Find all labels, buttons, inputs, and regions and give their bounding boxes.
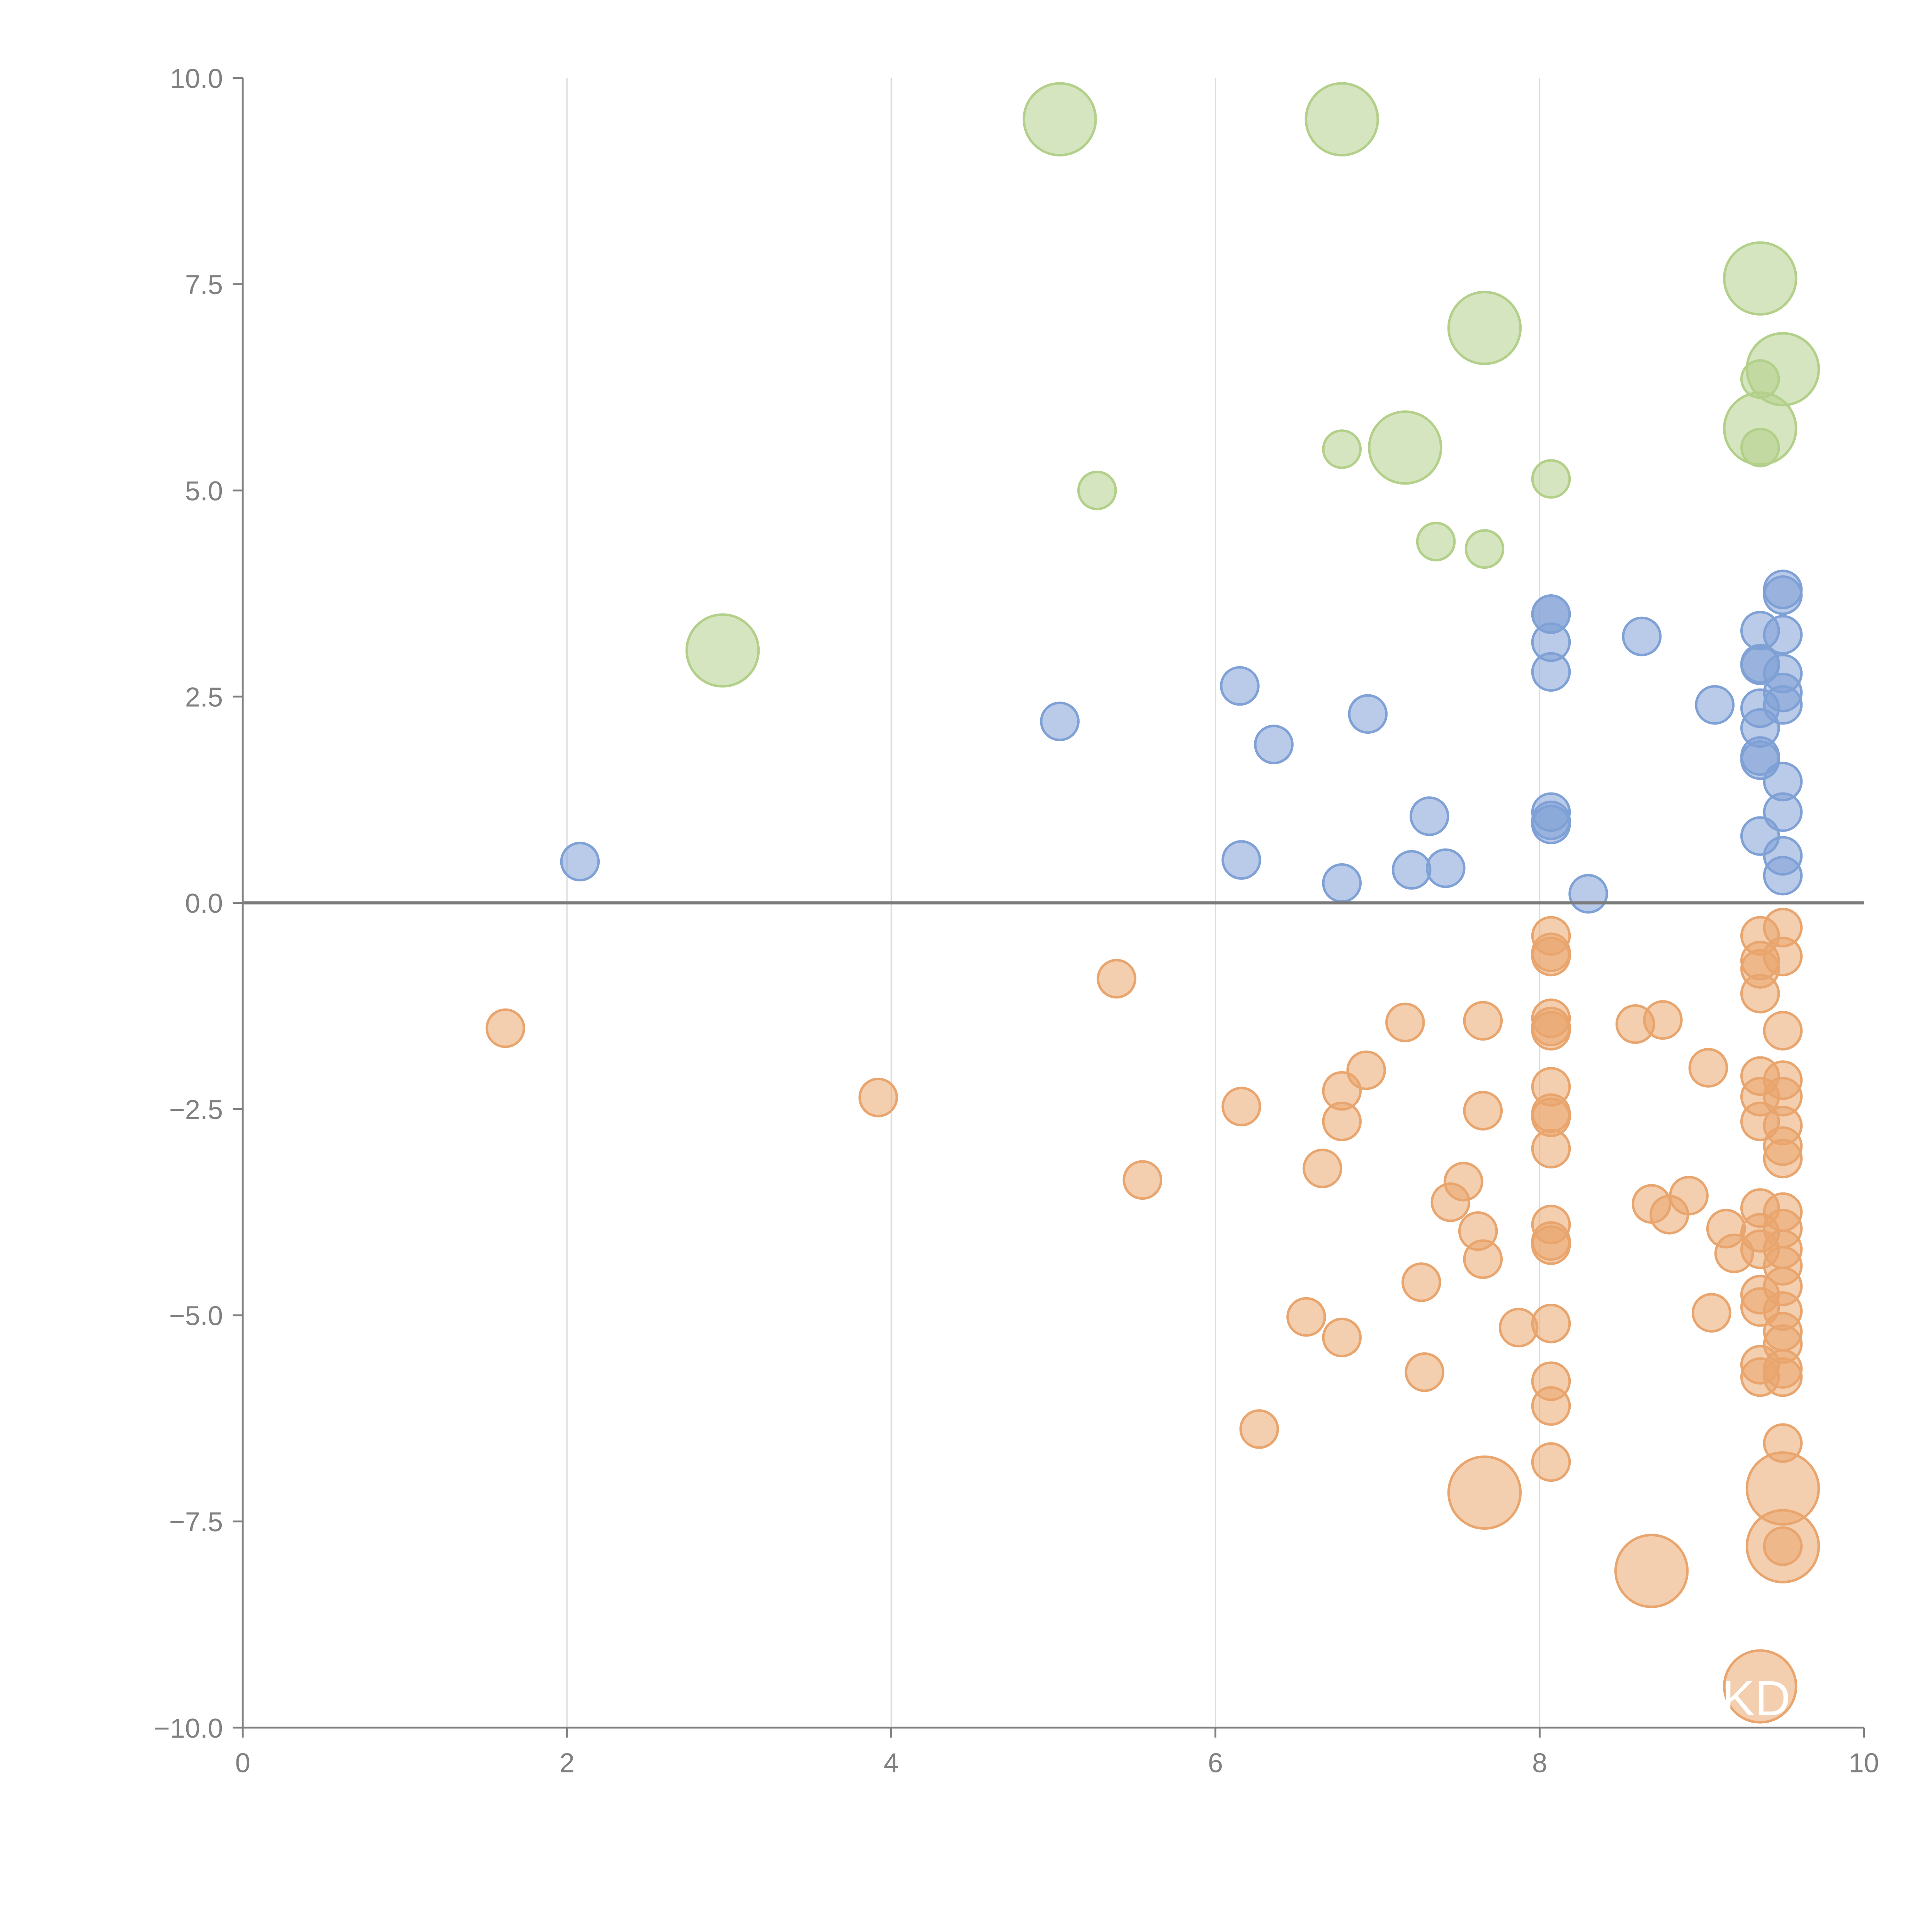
data-point-blue xyxy=(1763,575,1803,615)
data-point-orange xyxy=(1322,1318,1362,1357)
data-point-blue xyxy=(1425,848,1466,888)
data-point-green xyxy=(1531,459,1571,499)
data-point-blue xyxy=(1763,615,1803,655)
data-point-orange xyxy=(1221,1087,1261,1127)
series-blue xyxy=(560,570,1803,914)
data-point-blue xyxy=(1695,685,1735,725)
data-point-blue xyxy=(1348,694,1388,734)
y-tick-label: −2.5 xyxy=(169,1094,223,1125)
x-tick-label: 0 xyxy=(235,1748,250,1778)
data-point-green xyxy=(1740,427,1780,468)
data-point-green xyxy=(1322,429,1362,469)
data-point-orange xyxy=(1531,1386,1571,1426)
data-point-blue xyxy=(1568,874,1608,914)
data-point-orange xyxy=(1723,1649,1798,1724)
data-point-orange xyxy=(1097,959,1136,999)
data-point-orange xyxy=(1763,1526,1803,1566)
data-point-orange xyxy=(1643,1000,1683,1040)
data-point-blue xyxy=(1391,850,1432,890)
data-point-blue xyxy=(1763,792,1803,832)
data-point-orange xyxy=(1614,1534,1689,1608)
data-point-orange xyxy=(1688,1048,1728,1088)
data-point-blue xyxy=(1322,863,1362,903)
data-point-orange xyxy=(1286,1297,1326,1337)
data-point-orange xyxy=(1239,1409,1279,1449)
data-point-green xyxy=(1740,359,1780,399)
data-point-green xyxy=(1368,410,1442,485)
x-tick-label: 10 xyxy=(1849,1748,1879,1778)
data-point-green xyxy=(1416,522,1456,561)
data-point-orange xyxy=(1531,937,1571,976)
x-axis-ticks: 0 2 4 6 8 10 xyxy=(235,1728,1879,1778)
x-tick-label: 6 xyxy=(1208,1748,1223,1778)
data-point-green xyxy=(1304,82,1379,156)
y-tick-label: 7.5 xyxy=(185,269,223,300)
data-point-blue xyxy=(1410,796,1449,836)
data-point-blue xyxy=(1254,724,1294,764)
data-point-blue xyxy=(1221,840,1261,880)
data-point-orange xyxy=(1385,1002,1425,1043)
data-point-blue xyxy=(1531,800,1571,840)
data-point-orange xyxy=(1763,1357,1803,1397)
data-point-orange xyxy=(1531,1303,1571,1344)
data-point-orange xyxy=(1463,1091,1503,1131)
data-point-green xyxy=(685,613,760,688)
y-tick-label: −10.0 xyxy=(154,1713,223,1743)
series-orange xyxy=(485,908,1820,1724)
data-point-orange xyxy=(1531,1442,1571,1482)
data-point-orange xyxy=(1531,1225,1571,1265)
data-point-orange xyxy=(1531,1129,1571,1168)
data-point-green xyxy=(1723,241,1798,316)
data-point-blue xyxy=(1622,616,1662,656)
data-point-blue xyxy=(560,842,600,882)
y-tick-label: 5.0 xyxy=(185,476,223,506)
data-point-blue xyxy=(1763,855,1803,896)
data-point-green xyxy=(1464,529,1505,569)
data-points xyxy=(485,82,1820,1724)
y-tick-label: 10.0 xyxy=(170,63,223,94)
data-point-orange xyxy=(1498,1308,1539,1348)
data-point-orange xyxy=(1122,1160,1162,1200)
y-tick-label: −5.0 xyxy=(169,1300,223,1331)
data-point-orange xyxy=(1401,1262,1441,1302)
watermark: KD xyxy=(1722,1671,1791,1726)
data-point-orange xyxy=(1531,1011,1571,1051)
data-point-orange xyxy=(1303,1148,1342,1189)
data-point-orange xyxy=(1322,1101,1362,1141)
x-tick-label: 4 xyxy=(884,1748,899,1778)
data-point-orange xyxy=(1463,1001,1503,1041)
data-point-orange xyxy=(1763,1138,1803,1179)
data-point-orange xyxy=(1444,1162,1483,1202)
data-point-orange xyxy=(1669,1176,1709,1216)
data-point-orange xyxy=(858,1078,898,1117)
y-tick-label: 2.5 xyxy=(185,682,223,713)
data-point-blue xyxy=(1220,666,1260,706)
data-point-orange xyxy=(1692,1293,1731,1333)
data-point-green xyxy=(1077,470,1117,510)
data-point-orange xyxy=(1740,974,1780,1014)
y-tick-label: −7.5 xyxy=(169,1507,223,1537)
data-point-orange xyxy=(1463,1239,1503,1279)
data-point-orange xyxy=(1763,1011,1803,1051)
data-point-green xyxy=(1022,82,1097,156)
data-point-green xyxy=(1447,291,1522,365)
x-tick-label: 2 xyxy=(560,1748,575,1778)
data-point-orange xyxy=(1405,1352,1445,1392)
data-point-blue xyxy=(1040,701,1080,742)
data-point-orange xyxy=(1447,1455,1522,1530)
series-green xyxy=(685,82,1820,688)
y-axis-ticks: 10.0 7.5 5.0 2.5 0.0 −2.5 −5.0 −7.5 −10.0 xyxy=(154,63,243,1743)
data-point-blue xyxy=(1763,685,1803,725)
y-tick-label: 0.0 xyxy=(185,888,223,918)
data-point-blue xyxy=(1531,652,1571,692)
data-point-orange xyxy=(1346,1050,1386,1090)
x-tick-label: 8 xyxy=(1532,1748,1547,1778)
data-point-orange xyxy=(1763,937,1803,976)
data-point-orange xyxy=(485,1008,526,1048)
